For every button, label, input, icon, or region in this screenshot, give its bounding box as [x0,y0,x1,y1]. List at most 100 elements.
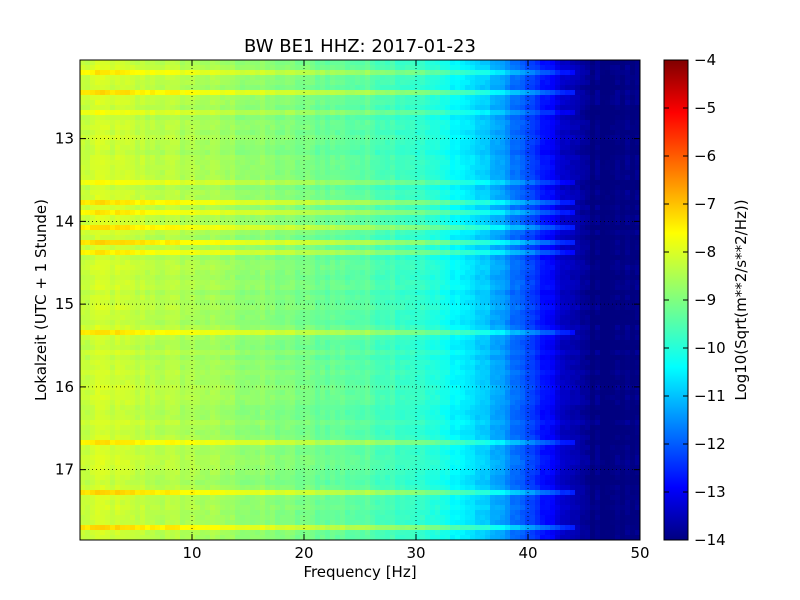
heatmap-cell [95,240,101,246]
heatmap-cell [250,140,256,146]
heatmap-cell [220,125,226,131]
heatmap-cell [455,265,461,271]
heatmap-cell [395,115,401,121]
heatmap-cell [330,100,336,106]
heatmap-cell [165,255,171,261]
heatmap-cell [155,170,161,176]
heatmap-cell [595,75,601,81]
heatmap-cell [600,100,606,106]
heatmap-cell [585,225,591,231]
heatmap-cell [405,250,411,256]
heatmap-cell [635,130,640,136]
heatmap-cell [285,80,291,86]
heatmap-cell [155,130,161,136]
heatmap-cell [320,160,326,166]
heatmap-cell [415,130,421,136]
heatmap-cell [635,155,640,161]
heatmap-cell [425,185,431,191]
heatmap-cell [395,80,401,86]
heatmap-cell [95,115,101,121]
heatmap-cell [100,165,106,171]
heatmap-cell [495,275,501,281]
heatmap-cell [635,90,640,96]
heatmap-cell [400,260,406,266]
heatmap-cell [145,135,151,141]
heatmap-cell [355,105,361,111]
heatmap-cell [165,210,171,216]
heatmap-cell [150,130,156,136]
heatmap-cell [365,225,371,231]
heatmap-cell [495,200,501,206]
heatmap-cell [465,210,471,216]
heatmap-cell [465,255,471,261]
heatmap-cell [210,185,216,191]
heatmap-cell [575,240,581,246]
heatmap-cell [555,70,561,76]
heatmap-cell [300,160,306,166]
heatmap-cell [325,115,331,121]
heatmap-cell [385,230,391,236]
heatmap-cell [430,245,436,251]
heatmap-cell [230,75,236,81]
heatmap-cell [450,120,456,126]
heatmap-cell [390,60,396,66]
heatmap-cell [470,130,476,136]
heatmap-cell [615,265,621,271]
heatmap-cell [285,85,291,91]
heatmap-cell [150,180,156,186]
heatmap-cell [340,80,346,86]
heatmap-cell [230,110,236,116]
heatmap-cell [205,105,211,111]
heatmap-cell [260,100,266,106]
heatmap-cell [260,260,266,266]
heatmap-cell [120,155,126,161]
heatmap-cell [260,85,266,91]
heatmap-cell [375,90,381,96]
heatmap-cell [110,60,116,66]
heatmap-cell [230,280,236,286]
heatmap-cell [335,280,341,286]
heatmap-cell [225,200,231,206]
heatmap-cell [515,215,521,221]
heatmap-cell [595,165,601,171]
heatmap-cell [630,95,636,101]
heatmap-cell [495,145,501,151]
heatmap-cell [465,175,471,181]
heatmap-cell [495,120,501,126]
heatmap-cell [285,200,291,206]
heatmap-cell [515,165,521,171]
heatmap-cell [635,135,640,141]
heatmap-cell [365,125,371,131]
heatmap-cell [470,165,476,171]
heatmap-cell [475,265,481,271]
heatmap-cell [355,235,361,241]
heatmap-cell [210,100,216,106]
heatmap-cell [595,235,601,241]
heatmap-cell [590,260,596,266]
heatmap-cell [120,95,126,101]
heatmap-cell [175,185,181,191]
heatmap-cell [575,95,581,101]
heatmap-cell [165,95,171,101]
heatmap-cell [440,235,446,241]
heatmap-cell [490,185,496,191]
heatmap-cell [540,105,546,111]
heatmap-cell [620,155,626,161]
heatmap-cell [295,115,301,121]
heatmap-cell [170,255,176,261]
heatmap-cell [225,175,231,181]
heatmap-cell [395,240,401,246]
heatmap-cell [165,145,171,151]
heatmap-cell [180,230,186,236]
heatmap-cell [340,280,346,286]
heatmap-cell [180,185,186,191]
heatmap-cell [225,130,231,136]
heatmap-cell [215,120,221,126]
heatmap-cell [250,145,256,151]
heatmap-cell [385,65,391,71]
heatmap-cell [540,175,546,181]
heatmap-cell [335,195,341,201]
heatmap-cell [125,220,131,226]
heatmap-cell [335,260,341,266]
heatmap-cell [180,85,186,91]
